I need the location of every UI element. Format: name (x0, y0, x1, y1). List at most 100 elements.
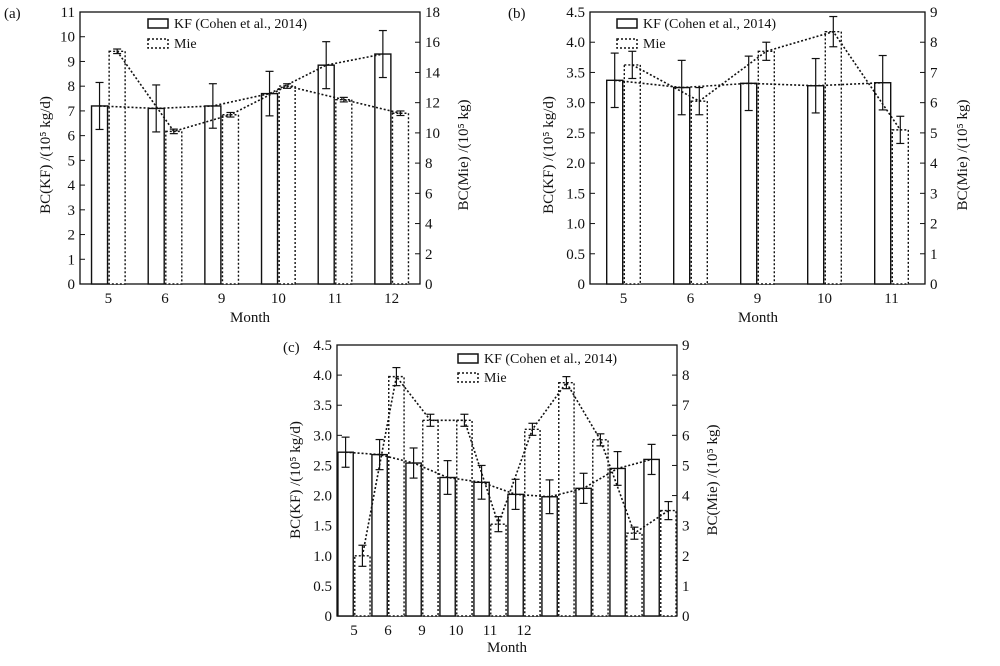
panel-a-y-left-tick-label: 0 (68, 277, 76, 293)
panel-a-y-right-tick-label: 6 (425, 186, 433, 202)
panel-a-kf-bar (90, 105, 109, 285)
panel-b-y-right-tick-label: 1 (930, 247, 938, 263)
panel-a-x-tick-label: 11 (328, 291, 342, 307)
panel-b-x-tick-label: 10 (817, 291, 832, 307)
panel-c-label: (c) (283, 340, 300, 356)
panel-a-y-left-tick-label: 7 (68, 104, 76, 120)
panel-a-frame (79, 11, 421, 285)
panel-b-y-left-tick-label: 0 (578, 277, 586, 293)
panel-c-y-left-tick-label: 2.5 (313, 458, 332, 474)
panel-c-kf-bar (473, 481, 490, 617)
panel-c-mie-bar (660, 509, 677, 617)
panel-c-x-tick-label: 6 (384, 623, 392, 639)
panel-a-y-left-tick-label: 6 (68, 129, 76, 145)
panel-a-y-right-tick-label: 10 (425, 126, 440, 142)
panel-a-y-left-tick-label: 1 (68, 252, 76, 268)
panel-c-y-left-tick-label: 3.5 (313, 398, 332, 414)
panel-b-x-tick-label: 6 (687, 291, 695, 307)
panel-c-y-left-tick-label: 0.5 (313, 579, 332, 595)
panel-a-mie-bar (221, 114, 240, 285)
panel-a-kf-trend-line (99, 53, 384, 110)
panel-b-y-left-tick-label: 3.0 (566, 96, 585, 112)
panel-b-mie-bar (824, 30, 842, 285)
panel-a-y-right-tick-label: 14 (425, 65, 441, 81)
panel-a-label: (a) (4, 6, 21, 22)
panel-c-x-tick-label: 9 (418, 623, 426, 639)
panel-b-kf-bar (740, 82, 758, 285)
panel-b-y-left-tick-label: 2.5 (566, 126, 585, 142)
panel-a-kf-bar (317, 64, 335, 285)
panel-c-y-right-tick-label: 8 (682, 368, 690, 384)
panel-b-label: (b) (508, 6, 526, 22)
panel-c-mie-bar (592, 439, 609, 617)
panel-c-x-label: Month (487, 640, 528, 656)
panel-c-kf-bar (575, 487, 592, 617)
panel-c-frame (336, 344, 678, 617)
panel-c-y-right-label: BC(Mie) /(10⁵ kg) (705, 424, 721, 535)
panel-b-legend: KF (Cohen et al., 2014) Mie (616, 17, 776, 52)
panel-b-legend-mie-label: Mie (643, 37, 666, 52)
panel-c-y-left-tick-label: 4.0 (313, 368, 332, 384)
panel-a-y-right-tick-label: 18 (425, 5, 440, 21)
panel-a-y-right-tick-label: 4 (425, 217, 433, 233)
panel-a-x-tick-label: 12 (384, 291, 399, 307)
panel-b-y-left-tick-label: 0.5 (566, 247, 585, 263)
panel-c-kf-bar (371, 453, 388, 617)
panel-b-y-right-tick-label: 4 (930, 156, 938, 172)
panel-c-kf-bar (541, 496, 558, 617)
panel-a-mie-bar (335, 98, 353, 285)
panel-c-legend: KF (Cohen et al., 2014) Mie (457, 352, 617, 386)
panel-c-mie-bar (388, 375, 405, 617)
panel-c-x-tick-label: 10 (449, 623, 464, 639)
panel-a-legend-mie-label: Mie (174, 37, 197, 52)
panel-a-y-left-tick-label: 10 (60, 30, 75, 46)
panel-c-x-tick-label: 5 (350, 623, 358, 639)
panel-a-y-left-label: BC(KF) /(10⁵ kg/d) (38, 96, 54, 214)
panel-a-y-left-tick-label: 9 (68, 54, 76, 70)
panel-b-y-right-tick-label: 0 (930, 277, 938, 293)
panel-c-y-left-tick-label: 2.0 (313, 489, 332, 505)
panel-b-x-label: Month (738, 310, 779, 326)
panel-b-kf-bar (807, 85, 825, 285)
panel-c-y-left-tick-label: 0 (325, 609, 333, 625)
panel-b-y-left-label: BC(KF) /(10⁵ kg/d) (541, 96, 557, 214)
panel-b-mie-bar (623, 64, 641, 285)
panel-a-y-right-label: BC(Mie) /(10⁵ kg) (456, 99, 472, 210)
panel-a-y-left-tick-label: 8 (68, 79, 76, 95)
panel-c-legend-kf-label: KF (Cohen et al., 2014) (484, 352, 617, 367)
panel-b-y-left-tick-label: 4.0 (566, 35, 585, 51)
panel-c-kf-trend-line (345, 451, 652, 498)
panel-c-mie-bar (626, 532, 643, 617)
panel-a-mie-bar (108, 50, 126, 285)
panel-c-x-tick-label: 12 (517, 623, 532, 639)
panel-a-mie-bar (391, 112, 410, 285)
panel-b-kf-bar (606, 79, 624, 285)
panel-c: (c) BC(KF) /(10⁵ kg/d) BC(Mie) /(10⁵ kg)… (283, 338, 721, 656)
panel-b-y-right-tick-label: 2 (930, 217, 938, 233)
panel-b-mie-trend-line (631, 30, 901, 131)
panel-a-x-label: Month (230, 310, 271, 326)
panel-b-plot: 0 0.5 1.0 1.5 2.0 2.5 3.0 3.5 4.0 4.5 0 1 2 3 4 5 6 7 8 9 5 6… (566, 5, 938, 307)
panel-a-mie-bar (278, 85, 296, 285)
panel-a-y-left-tick-label: 2 (68, 228, 76, 244)
panel-b-kf-trend-line (614, 79, 883, 89)
panel-b-legend-mie-swatch (616, 38, 638, 49)
panel-c-kf-bar (507, 493, 524, 617)
panel-a-kf-bar (260, 92, 279, 285)
panel-c-y-right-tick-label: 2 (682, 549, 690, 565)
panel-c-x-tick-label: 11 (483, 623, 497, 639)
panel-a-legend: KF (Cohen et al., 2014) Mie (147, 17, 307, 52)
panel-b-y-right-label: BC(Mie) /(10⁵ kg) (955, 99, 971, 210)
panel-c-y-right-tick-label: 7 (682, 398, 690, 414)
panel-a-y-left-tick-label: 3 (68, 203, 76, 219)
panel-c-kf-bar (337, 451, 354, 617)
panel-b-y-left-tick-label: 4.5 (566, 5, 585, 21)
panel-c-y-left-tick-label: 4.5 (313, 338, 332, 354)
panel-c-mie-bar (456, 419, 473, 617)
panel-c-y-left-tick-label: 1.0 (313, 549, 332, 565)
panel-b-y-right-tick-label: 7 (930, 65, 938, 81)
panel-b-y-right-tick-label: 5 (930, 126, 938, 142)
panel-c-legend-kf-swatch (457, 353, 479, 364)
